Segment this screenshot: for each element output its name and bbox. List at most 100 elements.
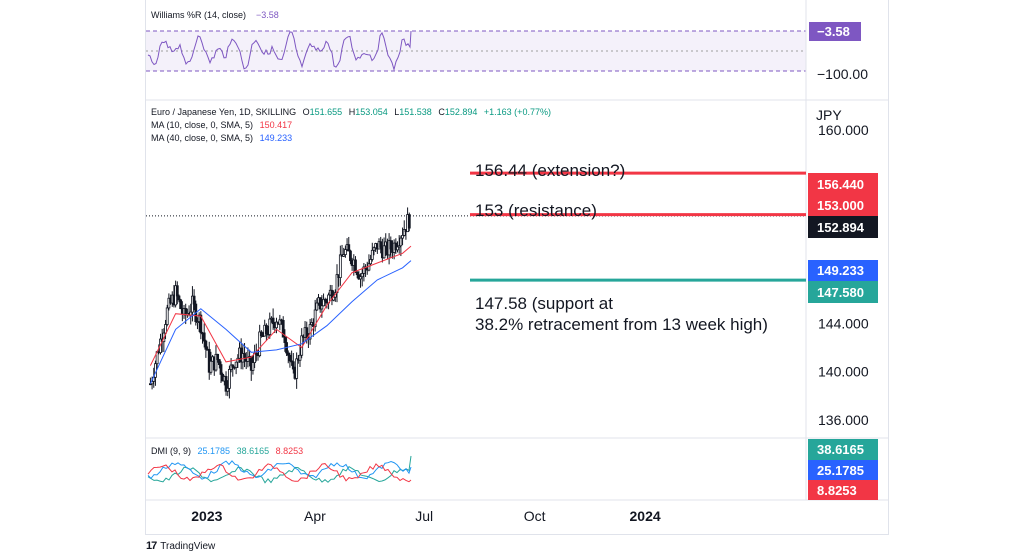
ma40-price-tag: 149.233 xyxy=(808,260,878,281)
candle xyxy=(354,256,357,273)
price-axis-tick-label: 144.000 xyxy=(818,315,869,331)
dmi-legend-v3: 8.8253 xyxy=(276,446,304,456)
ma40-legend: MA (40, close, 0, SMA, 5) xyxy=(151,133,253,143)
williams-price-tag-label: −3.58 xyxy=(817,24,850,39)
ma40-price-tag-label: 149.233 xyxy=(817,263,864,278)
candle xyxy=(369,254,373,267)
extension-price-tag: 156.440 xyxy=(808,173,878,195)
candle xyxy=(355,270,359,279)
dmi-plus-line xyxy=(147,460,412,480)
candle xyxy=(259,330,263,338)
candles xyxy=(149,207,411,399)
price-axis-tick-label: 160.000 xyxy=(818,122,869,138)
ma10-legend: MA (10, close, 0, SMA, 5) xyxy=(151,120,253,130)
legend-open: 151.655 xyxy=(310,107,343,117)
candle xyxy=(295,352,299,389)
candle xyxy=(207,341,211,380)
support-annotation-line1: 147.58 (support at xyxy=(475,294,613,313)
candle xyxy=(192,289,196,311)
candle xyxy=(231,364,235,377)
ma10-legend-value: 150.417 xyxy=(260,120,293,130)
candle xyxy=(175,281,179,305)
candle xyxy=(360,267,364,287)
candle xyxy=(216,353,220,363)
dmi-legend-v2: 38.6165 xyxy=(237,446,270,456)
candle xyxy=(379,236,383,254)
candle xyxy=(399,235,403,257)
candle xyxy=(228,365,231,399)
brand-label: TradingView xyxy=(160,540,216,552)
svg-text:Euro / Japanese Yen, 1D, SKILL: Euro / Japanese Yen, 1D, SKILLING O151.6… xyxy=(151,107,551,117)
candle xyxy=(199,311,203,340)
candle xyxy=(243,343,246,368)
candle xyxy=(219,361,223,383)
tradingview-logo-icon: 17 xyxy=(146,540,157,552)
candle xyxy=(318,297,322,313)
candle xyxy=(165,304,169,327)
candle xyxy=(278,314,282,331)
candle xyxy=(286,350,290,364)
extension-price-tag-label: 156.440 xyxy=(817,177,864,192)
candle xyxy=(298,345,302,367)
legend-change: +1.163 (+0.77%) xyxy=(484,107,551,117)
candle xyxy=(362,263,366,282)
candle xyxy=(407,212,411,232)
candle xyxy=(234,361,238,375)
candle xyxy=(322,293,325,307)
price-axis-tick-label: 140.000 xyxy=(818,364,869,380)
candle xyxy=(251,355,255,375)
dmi-adx-price-tag: 38.6165 xyxy=(808,439,878,460)
resistance-annotation: 153 (resistance) xyxy=(475,201,597,220)
williams-legend-name: Williams %R (14, close) xyxy=(151,10,246,20)
candle xyxy=(330,284,334,306)
resistance-price-tag-label: 153.000 xyxy=(817,198,864,213)
dmi-plus-price-tag-label: 25.1785 xyxy=(817,463,864,478)
support-price-tag: 147.580 xyxy=(808,281,878,303)
time-axis-tick-label: Apr xyxy=(304,508,326,524)
candle xyxy=(291,353,295,374)
legend-close: 152.894 xyxy=(445,107,478,117)
candle xyxy=(401,227,404,246)
candle xyxy=(347,236,351,252)
williams-price-tag: −3.58 xyxy=(809,22,861,41)
dmi-legend-v1: 25.1785 xyxy=(198,446,231,456)
candle xyxy=(179,298,183,310)
tradingview-brand[interactable]: 17 TradingView xyxy=(146,540,215,552)
candle xyxy=(288,352,292,368)
candle xyxy=(349,249,352,265)
ma40-legend-value: 149.233 xyxy=(260,133,293,143)
chart-frame xyxy=(145,0,889,535)
candle xyxy=(389,236,393,258)
currency-label: JPY xyxy=(816,107,842,123)
legend-symbol: Euro / Japanese Yen, 1D, SKILLING xyxy=(151,107,296,117)
legend-low: 151.538 xyxy=(399,107,432,117)
candle xyxy=(382,237,386,259)
candle xyxy=(258,324,262,358)
candle xyxy=(214,345,218,372)
candle xyxy=(396,241,399,253)
support-annotation-line2: 38.2% retracement from 13 week high) xyxy=(475,315,768,334)
candle xyxy=(204,339,208,358)
candle xyxy=(342,247,346,257)
time-axis-tick-label: Oct xyxy=(524,508,546,524)
candle xyxy=(313,299,317,332)
last-price-tag-label: 152.894 xyxy=(817,220,865,235)
williams-pane: Williams %R (14, close) −3.58 −3.58 −100… xyxy=(146,10,868,82)
svg-text:DMI (9, 9) 25.1785: DMI (9, 9) 25.1785 38.6165 8.8253 xyxy=(151,446,303,456)
dmi-minus-line xyxy=(147,463,412,483)
williams-line xyxy=(147,30,412,72)
candle xyxy=(402,220,406,237)
candle xyxy=(397,235,401,254)
extension-annotation: 156.44 (extension?) xyxy=(475,161,625,180)
candle xyxy=(202,323,206,348)
candle xyxy=(196,317,199,330)
candle xyxy=(370,242,374,262)
time-axis-tick-label: 2024 xyxy=(630,508,661,524)
ma10-line xyxy=(149,245,412,366)
dmi-adx-line xyxy=(147,455,412,484)
legend-high: 153.054 xyxy=(355,107,388,117)
candle xyxy=(394,238,398,254)
williams-level-label: −100.00 xyxy=(817,66,868,82)
candle xyxy=(224,371,228,396)
